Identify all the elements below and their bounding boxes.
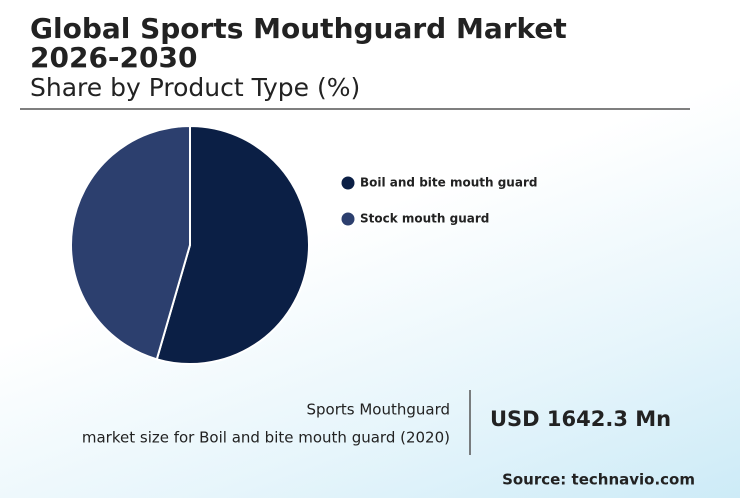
highlight-label: Sports Mouthguard: [306, 401, 450, 419]
highlight-value: USD 1642.3 Mn: [490, 407, 671, 431]
legend-marker: [341, 212, 355, 226]
highlight-label: market size for Boil and bite mouth guar…: [82, 429, 450, 447]
source: Source: technavio.com: [502, 471, 695, 489]
legend-label: Stock mouth guard: [360, 212, 489, 226]
chart-title: Global Sports Mouthguard Market 2026-203…: [30, 12, 567, 74]
pie-slice: [155, 124, 310, 365]
legend-marker: [341, 176, 355, 190]
legend-label: Boil and bite mouth guard: [360, 176, 537, 190]
chart-subtitle: Share by Product Type (%): [30, 73, 360, 102]
pie-slice: [70, 124, 191, 361]
